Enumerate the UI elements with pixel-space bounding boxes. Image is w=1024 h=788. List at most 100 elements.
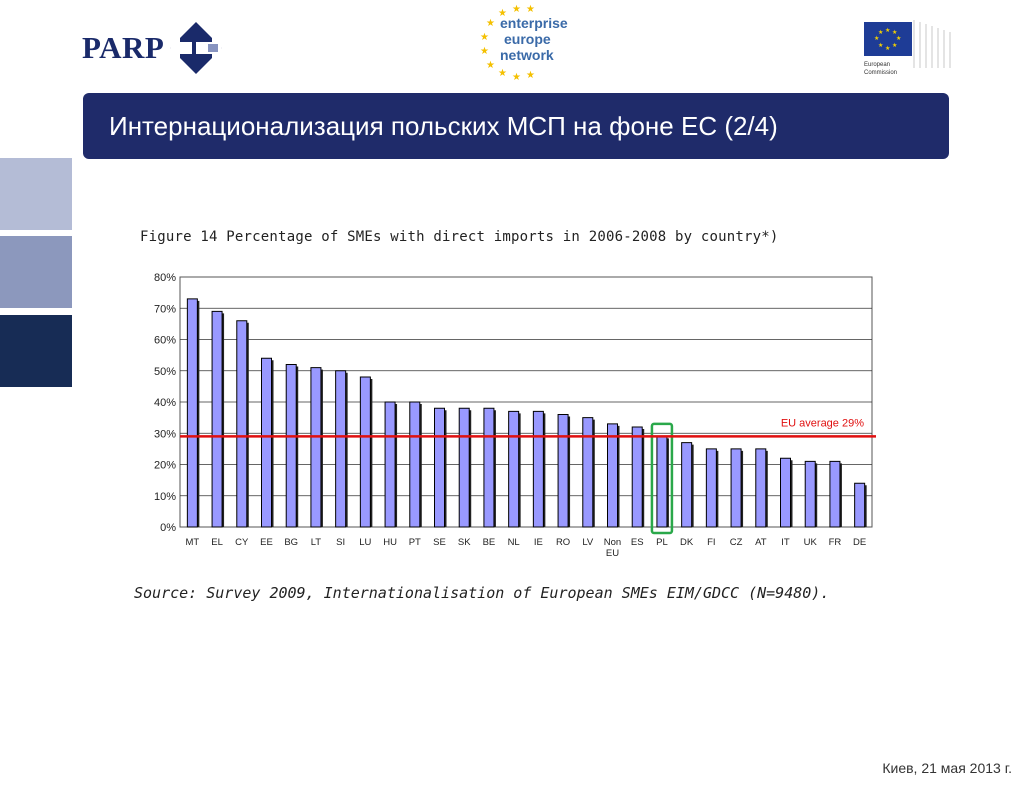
- svg-text:★: ★: [526, 4, 535, 15]
- bar: [186, 298, 198, 528]
- y-tick-label: 0%: [160, 522, 176, 534]
- x-tick-label: LU: [359, 537, 371, 548]
- bar: [755, 448, 767, 528]
- bar: [582, 417, 594, 528]
- ec-line-1: European: [864, 62, 890, 68]
- x-tick-label: CY: [235, 537, 249, 548]
- een-line-2: europe: [504, 31, 551, 47]
- bar: [434, 407, 445, 528]
- eu-flag-icon: [864, 22, 912, 56]
- svg-text:★: ★: [526, 70, 535, 80]
- bar: [458, 407, 470, 528]
- x-tick-label: MT: [185, 537, 199, 548]
- x-tick-label: LV: [582, 537, 594, 548]
- x-tick-label: EU: [606, 548, 619, 559]
- bar: [285, 364, 297, 528]
- bar: [359, 376, 371, 528]
- bar-chart: 0% 10% 20% 30% 40% 50% 60% 70% 80% MT EL CY EE BG LT SI…: [154, 272, 876, 559]
- side-block-mid: [0, 236, 72, 308]
- bar: [557, 414, 569, 528]
- svg-text:★: ★: [896, 35, 901, 42]
- x-tick-label: Non: [604, 537, 621, 548]
- y-tick-label: 70%: [154, 303, 176, 315]
- bar: [607, 423, 618, 528]
- bar: [854, 482, 866, 528]
- x-tick-label: BG: [284, 537, 298, 548]
- bar: [261, 357, 272, 528]
- bar: [656, 435, 668, 528]
- y-tick-label: 60%: [154, 335, 176, 347]
- x-tick-label: ES: [631, 537, 644, 548]
- parp-logo: PARP: [82, 22, 224, 74]
- bar: [483, 407, 495, 528]
- svg-text:★: ★: [878, 42, 883, 49]
- bar: [335, 370, 347, 528]
- x-tick-label: RO: [556, 537, 570, 548]
- bar: [681, 442, 693, 528]
- eu-average-label: EU average 29%: [781, 417, 864, 429]
- x-tick-label: PL: [656, 537, 668, 548]
- x-tick-label: SI: [336, 537, 345, 548]
- svg-text:★: ★: [874, 35, 879, 42]
- x-tick-label: CZ: [730, 537, 743, 548]
- x-tick-label: SE: [433, 537, 446, 548]
- een-line-1: enterprise: [500, 15, 568, 31]
- svg-text:★: ★: [512, 4, 521, 15]
- bar: [730, 448, 742, 528]
- svg-text:★: ★: [486, 18, 495, 29]
- side-block-light: [0, 158, 72, 230]
- bar: [631, 426, 643, 528]
- x-tick-label: EE: [260, 537, 273, 548]
- bar: [780, 457, 791, 528]
- svg-text:★: ★: [498, 68, 507, 79]
- x-tick-label: NL: [508, 537, 520, 548]
- y-tick-label: 10%: [154, 491, 176, 503]
- slide-title: Интернационализация польских МСП на фоне…: [109, 110, 778, 141]
- y-tick-label: 20%: [154, 460, 176, 472]
- x-tick-label: DK: [680, 537, 694, 548]
- svg-text:★: ★: [498, 8, 507, 19]
- x-tick-label: FR: [829, 537, 842, 548]
- svg-text:★: ★: [480, 32, 489, 43]
- x-tick-label: EL: [211, 537, 223, 548]
- footer-date: Киев, 21 мая 2013 г.: [882, 760, 1012, 776]
- bar: [829, 460, 841, 528]
- bar: [804, 460, 816, 528]
- svg-text:★: ★: [885, 45, 890, 52]
- bar: [532, 410, 544, 528]
- bar: [705, 448, 717, 528]
- parp-logo-text: PARP: [82, 30, 165, 65]
- bar: [384, 401, 396, 528]
- een-line-3: network: [500, 47, 554, 63]
- svg-text:★: ★: [892, 29, 897, 36]
- x-tick-label: PT: [409, 537, 421, 548]
- chart-source: Source: Survey 2009, Internationalisatio…: [134, 584, 830, 602]
- bar: [508, 410, 520, 528]
- x-tick-label: AT: [755, 537, 767, 548]
- y-tick-label: 40%: [154, 397, 176, 409]
- svg-text:★: ★: [892, 42, 897, 49]
- ec-line-2: Commission: [864, 70, 897, 76]
- svg-text:★: ★: [486, 60, 495, 71]
- bar: [409, 401, 421, 528]
- x-tick-label: IT: [781, 537, 790, 548]
- x-tick-label: FI: [707, 537, 715, 548]
- star-ring-icon: ★ ★ ★ ★ ★ ★ ★ ★ ★ ★: [480, 4, 535, 80]
- european-commission-logo: ★ ★★ ★★★ ★★ European Commission: [836, 16, 958, 78]
- x-tick-label: UK: [804, 537, 818, 548]
- figure-caption: Figure 14 Percentage of SMEs with direct…: [140, 229, 779, 245]
- x-tick-label: LT: [311, 537, 322, 548]
- enterprise-europe-network-logo: ★ ★ ★ ★ ★ ★ ★ ★ ★ ★ enterprise europe ne…: [480, 4, 568, 80]
- slide-title-bar: Интернационализация польских МСП на фоне…: [83, 93, 949, 159]
- y-tick-label: 80%: [154, 272, 176, 284]
- bar: [236, 320, 248, 528]
- highlight-box: [650, 422, 674, 535]
- bar: [211, 310, 223, 528]
- bar: [310, 367, 322, 528]
- x-tick-label: DE: [853, 537, 866, 548]
- y-tick-label: 30%: [154, 428, 176, 440]
- parp-arrows-icon: [170, 22, 223, 74]
- x-tick-label: BE: [483, 537, 496, 548]
- side-block-dark: [0, 315, 72, 387]
- y-tick-label: 50%: [154, 366, 176, 378]
